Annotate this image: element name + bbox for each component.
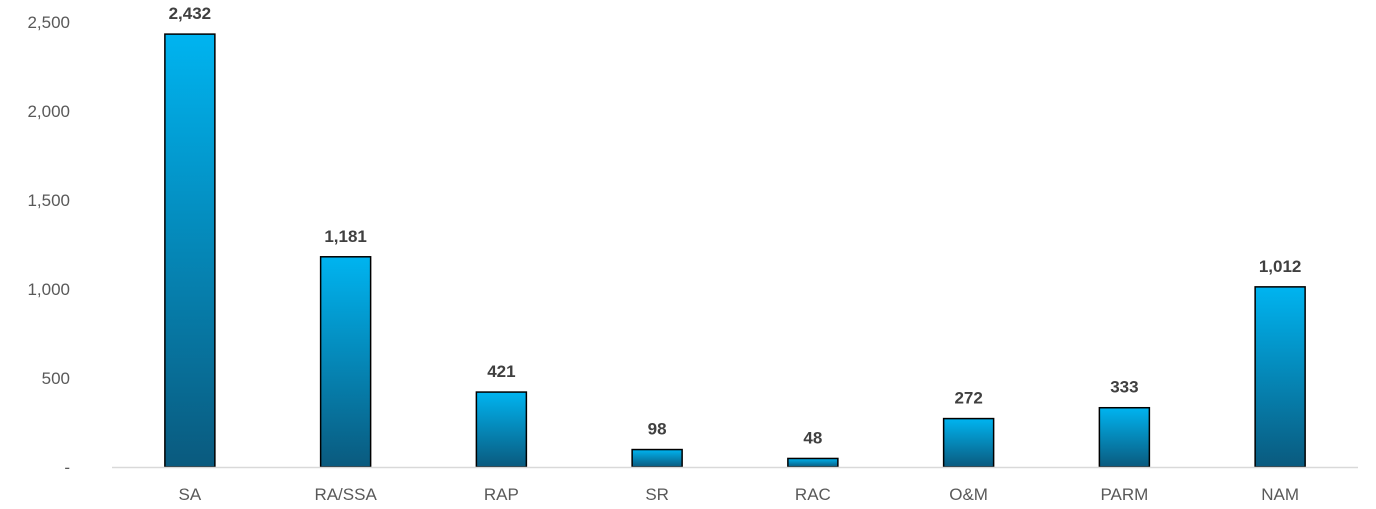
- bar-sr: [631, 448, 683, 468]
- x-category-label: RA/SSA: [314, 485, 377, 504]
- x-category-label: PARM: [1100, 485, 1148, 504]
- bar-parm: [1098, 406, 1151, 468]
- data-label: 2,432: [169, 4, 212, 23]
- data-label: 98: [648, 420, 667, 439]
- data-label: 1,181: [324, 227, 367, 246]
- category-labels: SA RA/SSA RAP SR RAC O&M PARM NAM: [179, 485, 1299, 504]
- x-category-label: RAP: [484, 485, 519, 504]
- bar-nam: [1254, 286, 1306, 468]
- x-category-label: NAM: [1261, 485, 1299, 504]
- bars: [164, 33, 1306, 468]
- y-tick-label: 500: [42, 369, 70, 388]
- bar-rac: [787, 457, 839, 468]
- data-label: 272: [954, 389, 982, 408]
- data-label: 421: [487, 362, 515, 381]
- x-category-label: SA: [179, 485, 202, 504]
- data-label: 1,012: [1259, 257, 1302, 276]
- data-label: 48: [803, 428, 822, 447]
- y-tick-label: -: [64, 458, 70, 477]
- y-axis-ticks: - 500 1,000 1,500 2,000 2,500: [27, 13, 70, 477]
- data-label: 333: [1110, 378, 1138, 397]
- y-tick-label: 2,000: [27, 102, 70, 121]
- bar-ra-ssa: [319, 256, 372, 468]
- data-labels: 2,432 1,181 421 98 48 272 333 1,012: [169, 4, 1302, 447]
- y-tick-label: 2,500: [27, 13, 70, 32]
- y-tick-label: 1,000: [27, 280, 70, 299]
- bar-rap: [475, 391, 528, 468]
- x-category-label: O&M: [949, 485, 988, 504]
- x-category-label: SR: [645, 485, 669, 504]
- bar-o-m: [942, 417, 995, 468]
- bar-sa: [164, 33, 216, 468]
- y-tick-label: 1,500: [27, 191, 70, 210]
- x-category-label: RAC: [795, 485, 831, 504]
